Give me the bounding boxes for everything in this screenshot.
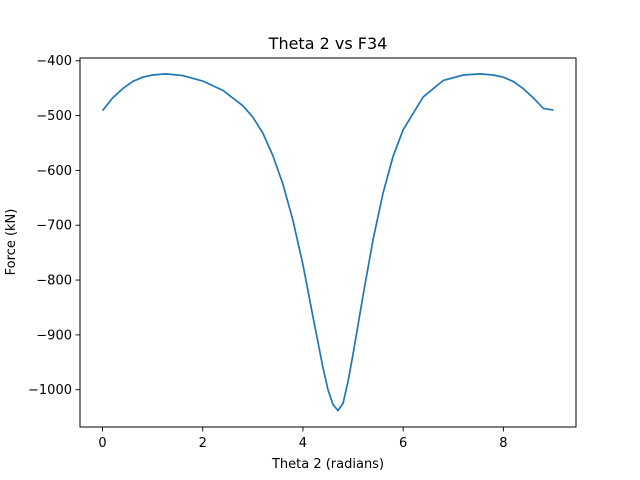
y-tick-label: −500	[36, 109, 72, 124]
y-axis-label: Force (kN)	[4, 209, 19, 276]
x-tick-label: 8	[499, 436, 507, 451]
x-tick-label: 4	[299, 436, 307, 451]
plot-area: 0 2 4 6 8 −400 −500 −600 −700 −800 −900 −1000	[28, 54, 577, 451]
plot-frame	[79, 57, 577, 428]
y-tick-label: −1000	[28, 383, 72, 398]
x-tick-label: 6	[399, 436, 407, 451]
series-line-0	[101, 73, 554, 412]
y-tick-label: −600	[36, 164, 72, 179]
x-axis-label: Theta 2 (radians)	[271, 457, 384, 472]
y-tick-label: −800	[36, 274, 72, 289]
x-tick-label: 2	[199, 436, 207, 451]
y-tick-label: −400	[36, 54, 72, 69]
y-tick-label: −700	[36, 219, 72, 234]
chart-title: Theta 2 vs F34	[268, 34, 388, 53]
y-tick-label: −900	[36, 328, 72, 343]
x-tick-label: 0	[98, 436, 106, 451]
